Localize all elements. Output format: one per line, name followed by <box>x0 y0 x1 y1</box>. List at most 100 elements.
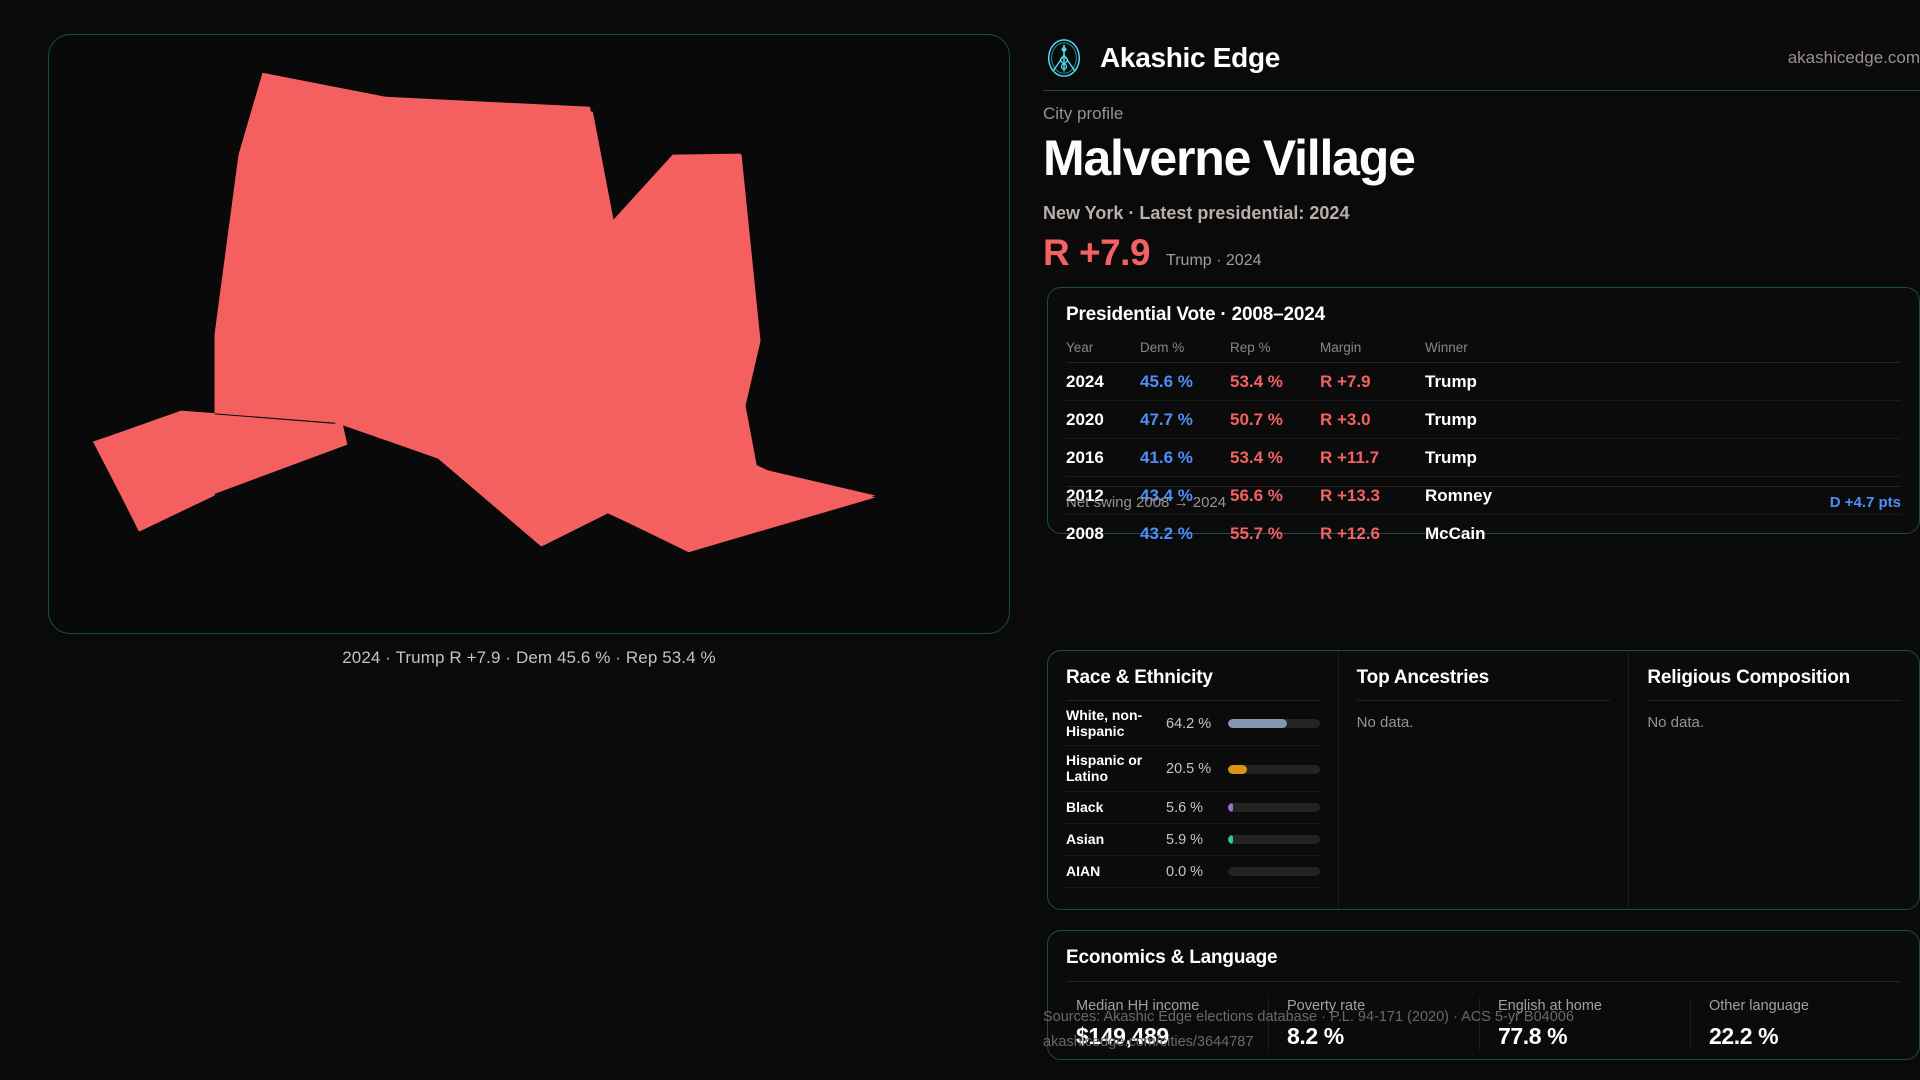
cell-rep: 55.7 % <box>1230 524 1283 543</box>
cell-year: 2016 <box>1066 438 1140 477</box>
ancestries-title: Top Ancestries <box>1356 667 1490 688</box>
page-subtitle: New York · Latest presidential: 2024 <box>1043 203 1350 223</box>
table-row: 2008 43.2 % 55.7 % R +12.6 McCain <box>1066 515 1901 553</box>
religion-empty: No data. <box>1647 714 1705 731</box>
margin-value: R +7.9 <box>1043 232 1151 273</box>
race-divider <box>1066 700 1320 701</box>
race-title: Race & Ethnicity <box>1066 667 1213 688</box>
cell-winner: Trump <box>1425 438 1901 477</box>
header-divider <box>1043 90 1920 91</box>
race-label: Hispanic or Latino <box>1066 752 1143 785</box>
race-bar-fill <box>1228 835 1234 845</box>
race-row: Hispanic or Latino 20.5 % <box>1066 746 1320 792</box>
brand-row: Akashic Edge akashicedge.com <box>1043 32 1920 84</box>
economics-stat: English at home 77.8 % <box>1479 998 1690 1050</box>
cell-winner: Romney <box>1425 476 1901 515</box>
cell-rep: 56.6 % <box>1230 476 1320 515</box>
cell-dem: 47.7 % <box>1140 400 1230 439</box>
race-list: White, non-Hispanic 64.2 % Hispanic or Lat… <box>1066 701 1320 888</box>
col-rep: Rep % <box>1230 340 1320 363</box>
report-column: Akashic Edge akashicedge.com City profil… <box>1043 0 1920 1080</box>
city-boundary-shape <box>93 72 876 553</box>
brand-url[interactable]: akashicedge.com <box>1787 48 1920 67</box>
economics-stat-value: 22.2 % <box>1709 1023 1779 1049</box>
brand-name: Akashic Edge <box>1100 42 1281 73</box>
ancestries-divider <box>1356 700 1611 701</box>
swing-divider <box>1066 486 1901 487</box>
economics-stat-label: English at home <box>1498 998 1602 1014</box>
economics-stat: Poverty rate 8.2 % <box>1268 998 1479 1050</box>
demographics-card: Race & Ethnicity White, non-Hispanic 64.2… <box>1047 650 1920 910</box>
race-label: AIAN <box>1066 862 1101 879</box>
race-percent: 5.6 % <box>1166 799 1204 816</box>
economics-stat-label: Other language <box>1709 998 1809 1014</box>
map-caption: 2024 · Trump R +7.9 · Dem 45.6 % · Rep 5… <box>342 648 716 667</box>
economics-stat-value: 8.2 % <box>1287 1023 1344 1049</box>
cell-margin: R +12.6 <box>1320 524 1381 543</box>
col-winner: Winner <box>1425 340 1901 363</box>
table-row: 2012 43.4 % 56.6 % R +13.3 Romney <box>1066 476 1901 515</box>
race-percent: 64.2 % <box>1166 715 1212 732</box>
sources-line-2[interactable]: akashicedge.com/cities/3644787 <box>1043 1033 1254 1050</box>
net-swing-label: Net swing 2008 → 2024 <box>1066 494 1227 511</box>
top-ancestries-column: Top Ancestries No data. <box>1337 651 1629 909</box>
net-swing-row: Net swing 2008 → 2024 D +4.7 pts <box>1066 494 1901 511</box>
vote-card-title: Presidential Vote · 2008–2024 <box>1066 304 1325 325</box>
cell-dem: 45.6 % <box>1140 362 1230 401</box>
cell-margin: R +3.0 <box>1320 400 1425 439</box>
race-label: Black <box>1066 798 1104 815</box>
headline-margin: R +7.9 Trump · 2024 <box>1043 232 1262 274</box>
cell-rep: 53.4 % <box>1230 362 1320 401</box>
cell-margin: R +11.7 <box>1320 438 1425 477</box>
religion-title: Religious Composition <box>1647 667 1851 688</box>
margin-caption: Trump · 2024 <box>1166 252 1262 269</box>
economics-stat: Median HH income $149,489 <box>1066 998 1268 1050</box>
race-bar-fill <box>1228 764 1247 774</box>
city-boundary-map <box>92 72 876 553</box>
presidential-vote-card: Presidential Vote · 2008–2024 Year Dem %… <box>1047 287 1920 543</box>
table-row: 2020 47.7 % 50.7 % R +3.0 Trump <box>1066 400 1901 439</box>
cell-year: 2012 <box>1066 476 1140 515</box>
race-bar-fill <box>1228 719 1287 729</box>
cell-winner: McCain <box>1425 524 1486 543</box>
table-row: 2016 41.6 % 53.4 % R +11.7 Trump <box>1066 438 1901 477</box>
economics-title: Economics & Language <box>1066 947 1278 968</box>
table-header-row: Year Dem % Rep % Margin Winner <box>1066 340 1901 363</box>
table-row: 2024 45.6 % 53.4 % R +7.9 Trump <box>1066 362 1901 401</box>
race-row: White, non-Hispanic 64.2 % <box>1066 701 1320 747</box>
cell-winner: Trump <box>1425 362 1901 401</box>
race-percent: 5.9 % <box>1166 831 1204 848</box>
cell-rep: 53.4 % <box>1230 438 1320 477</box>
cell-dem: 43.4 % <box>1140 476 1230 515</box>
cell-year: 2020 <box>1066 400 1140 439</box>
sources-line-1: Sources: Akashic Edge elections database… <box>1043 1009 1574 1025</box>
race-label: Asian <box>1066 830 1105 847</box>
economics-divider <box>1066 981 1901 982</box>
sources-footer: Sources: Akashic Edge elections database… <box>1043 1005 1920 1055</box>
race-row: Black 5.6 % <box>1066 792 1320 824</box>
cell-year: 2024 <box>1066 362 1140 401</box>
race-label: White, non-Hispanic <box>1066 707 1143 739</box>
economics-stat-value: 77.8 % <box>1498 1023 1568 1049</box>
col-year: Year <box>1066 340 1140 363</box>
akashic-emblem-icon <box>1047 39 1081 77</box>
economics-stat: Other language 22.2 % <box>1690 998 1901 1050</box>
race-bar-fill <box>1228 803 1234 813</box>
race-percent: 20.5 % <box>1166 761 1212 778</box>
race-ethnicity-column: Race & Ethnicity White, non-Hispanic 64.2… <box>1048 651 1338 909</box>
religion-divider <box>1647 700 1902 701</box>
map-panel[interactable] <box>48 34 1010 634</box>
economics-grid: Median HH income $149,489 Poverty rate 8.2 … <box>1066 998 1901 1050</box>
vote-table-body: 2024 45.6 % 53.4 % R +7.9 Trump 2020 47.7 % 50.… <box>1066 362 1901 553</box>
race-row: AIAN 0.0 % <box>1066 856 1320 888</box>
cell-margin: R +7.9 <box>1320 362 1425 401</box>
presidential-vote-table: Year Dem % Rep % Margin Winner 2024 45.6 … <box>1066 340 1901 552</box>
cell-dem: 43.2 % <box>1140 524 1193 543</box>
economics-language-card: Economics & Language Median HH income $14… <box>1047 930 1920 1060</box>
cell-year: 2008 <box>1066 524 1104 543</box>
page-kicker: City profile <box>1043 104 1124 123</box>
economics-stat-label: Median HH income <box>1076 998 1200 1014</box>
race-bar-track <box>1228 803 1320 813</box>
race-bar-track <box>1228 835 1320 845</box>
